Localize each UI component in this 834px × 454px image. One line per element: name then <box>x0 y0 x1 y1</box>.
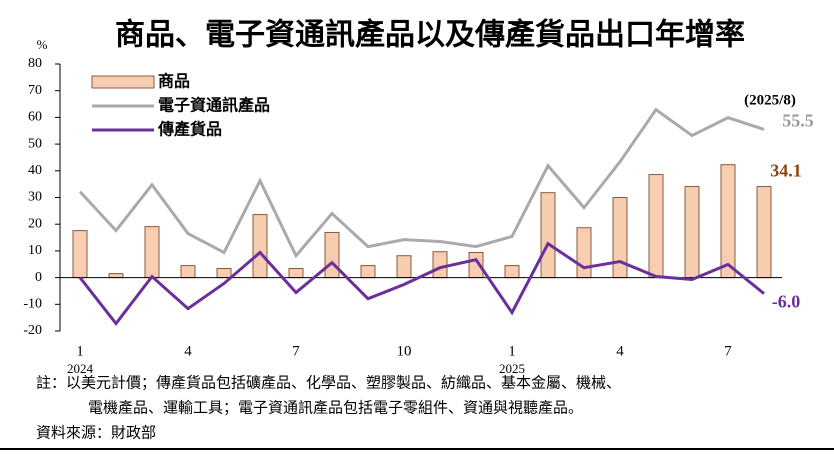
legend-label: 傳產貨品 <box>157 120 222 139</box>
y-tick-label: 20 <box>28 216 42 231</box>
note-line: 電機產品、運輸工具；電子資通訊產品包括電子零組件、資通與視聽產品。 <box>88 399 583 417</box>
bar <box>180 265 196 279</box>
chart-title: 商品、電子資通訊產品以及傳產貨品出口年增率 <box>115 18 745 53</box>
bar <box>288 268 304 279</box>
x-tick-label: 4 <box>616 343 624 359</box>
y-tick-label: 60 <box>28 110 42 125</box>
bar <box>612 197 628 279</box>
x-tick-label: 7 <box>724 343 732 359</box>
bar <box>684 186 700 279</box>
bar <box>576 227 592 279</box>
bar <box>72 230 88 279</box>
x-year-label: 2025 <box>499 361 525 376</box>
y-tick-label: 50 <box>28 136 42 151</box>
line <box>78 107 765 259</box>
bar <box>720 164 736 279</box>
y-tick-label: 10 <box>28 243 42 258</box>
x-tick-label: 10 <box>397 343 412 359</box>
x-tick-label: 7 <box>292 343 300 359</box>
bar <box>252 214 268 279</box>
bar <box>144 226 160 279</box>
legend-swatch <box>91 75 155 89</box>
line <box>78 241 765 326</box>
value-label: -6.0 <box>772 292 801 312</box>
y-tick-label: 80 <box>28 56 42 71</box>
value-label: 34.1 <box>770 161 802 181</box>
annotation: (2025/8) <box>744 92 796 108</box>
value-label: 55.5 <box>782 111 814 131</box>
x-year-label: 2024 <box>67 361 94 376</box>
legend-label: 商品 <box>158 72 190 91</box>
y-tick-label: -10 <box>23 297 42 312</box>
y-tick-label: 0 <box>35 270 42 285</box>
bar <box>360 265 376 279</box>
bar <box>432 251 448 279</box>
y-tick-label: 30 <box>28 190 42 205</box>
x-tick-label: 1 <box>508 343 516 359</box>
bar <box>324 231 340 279</box>
bar <box>396 255 412 279</box>
bar <box>504 265 520 279</box>
x-tick-label: 1 <box>76 343 84 359</box>
y-tick-label: -20 <box>23 323 42 338</box>
note-line: 註：以美元計價；傳產貨品包括礦產品、化學品、塑膠製品、紡織品、基本金屬、機械、 <box>36 374 621 392</box>
bar <box>540 192 556 279</box>
x-tick-label: 4 <box>184 343 192 359</box>
bar <box>648 174 664 279</box>
y-tick-label: 40 <box>28 163 42 178</box>
legend-label: 電子資通訊產品 <box>158 96 270 115</box>
bar <box>216 268 232 279</box>
bar <box>108 273 124 279</box>
source: 資料來源：財政部 <box>36 424 156 442</box>
bar <box>756 186 772 279</box>
y-unit: % <box>37 37 48 52</box>
y-tick-label: 70 <box>28 83 42 98</box>
